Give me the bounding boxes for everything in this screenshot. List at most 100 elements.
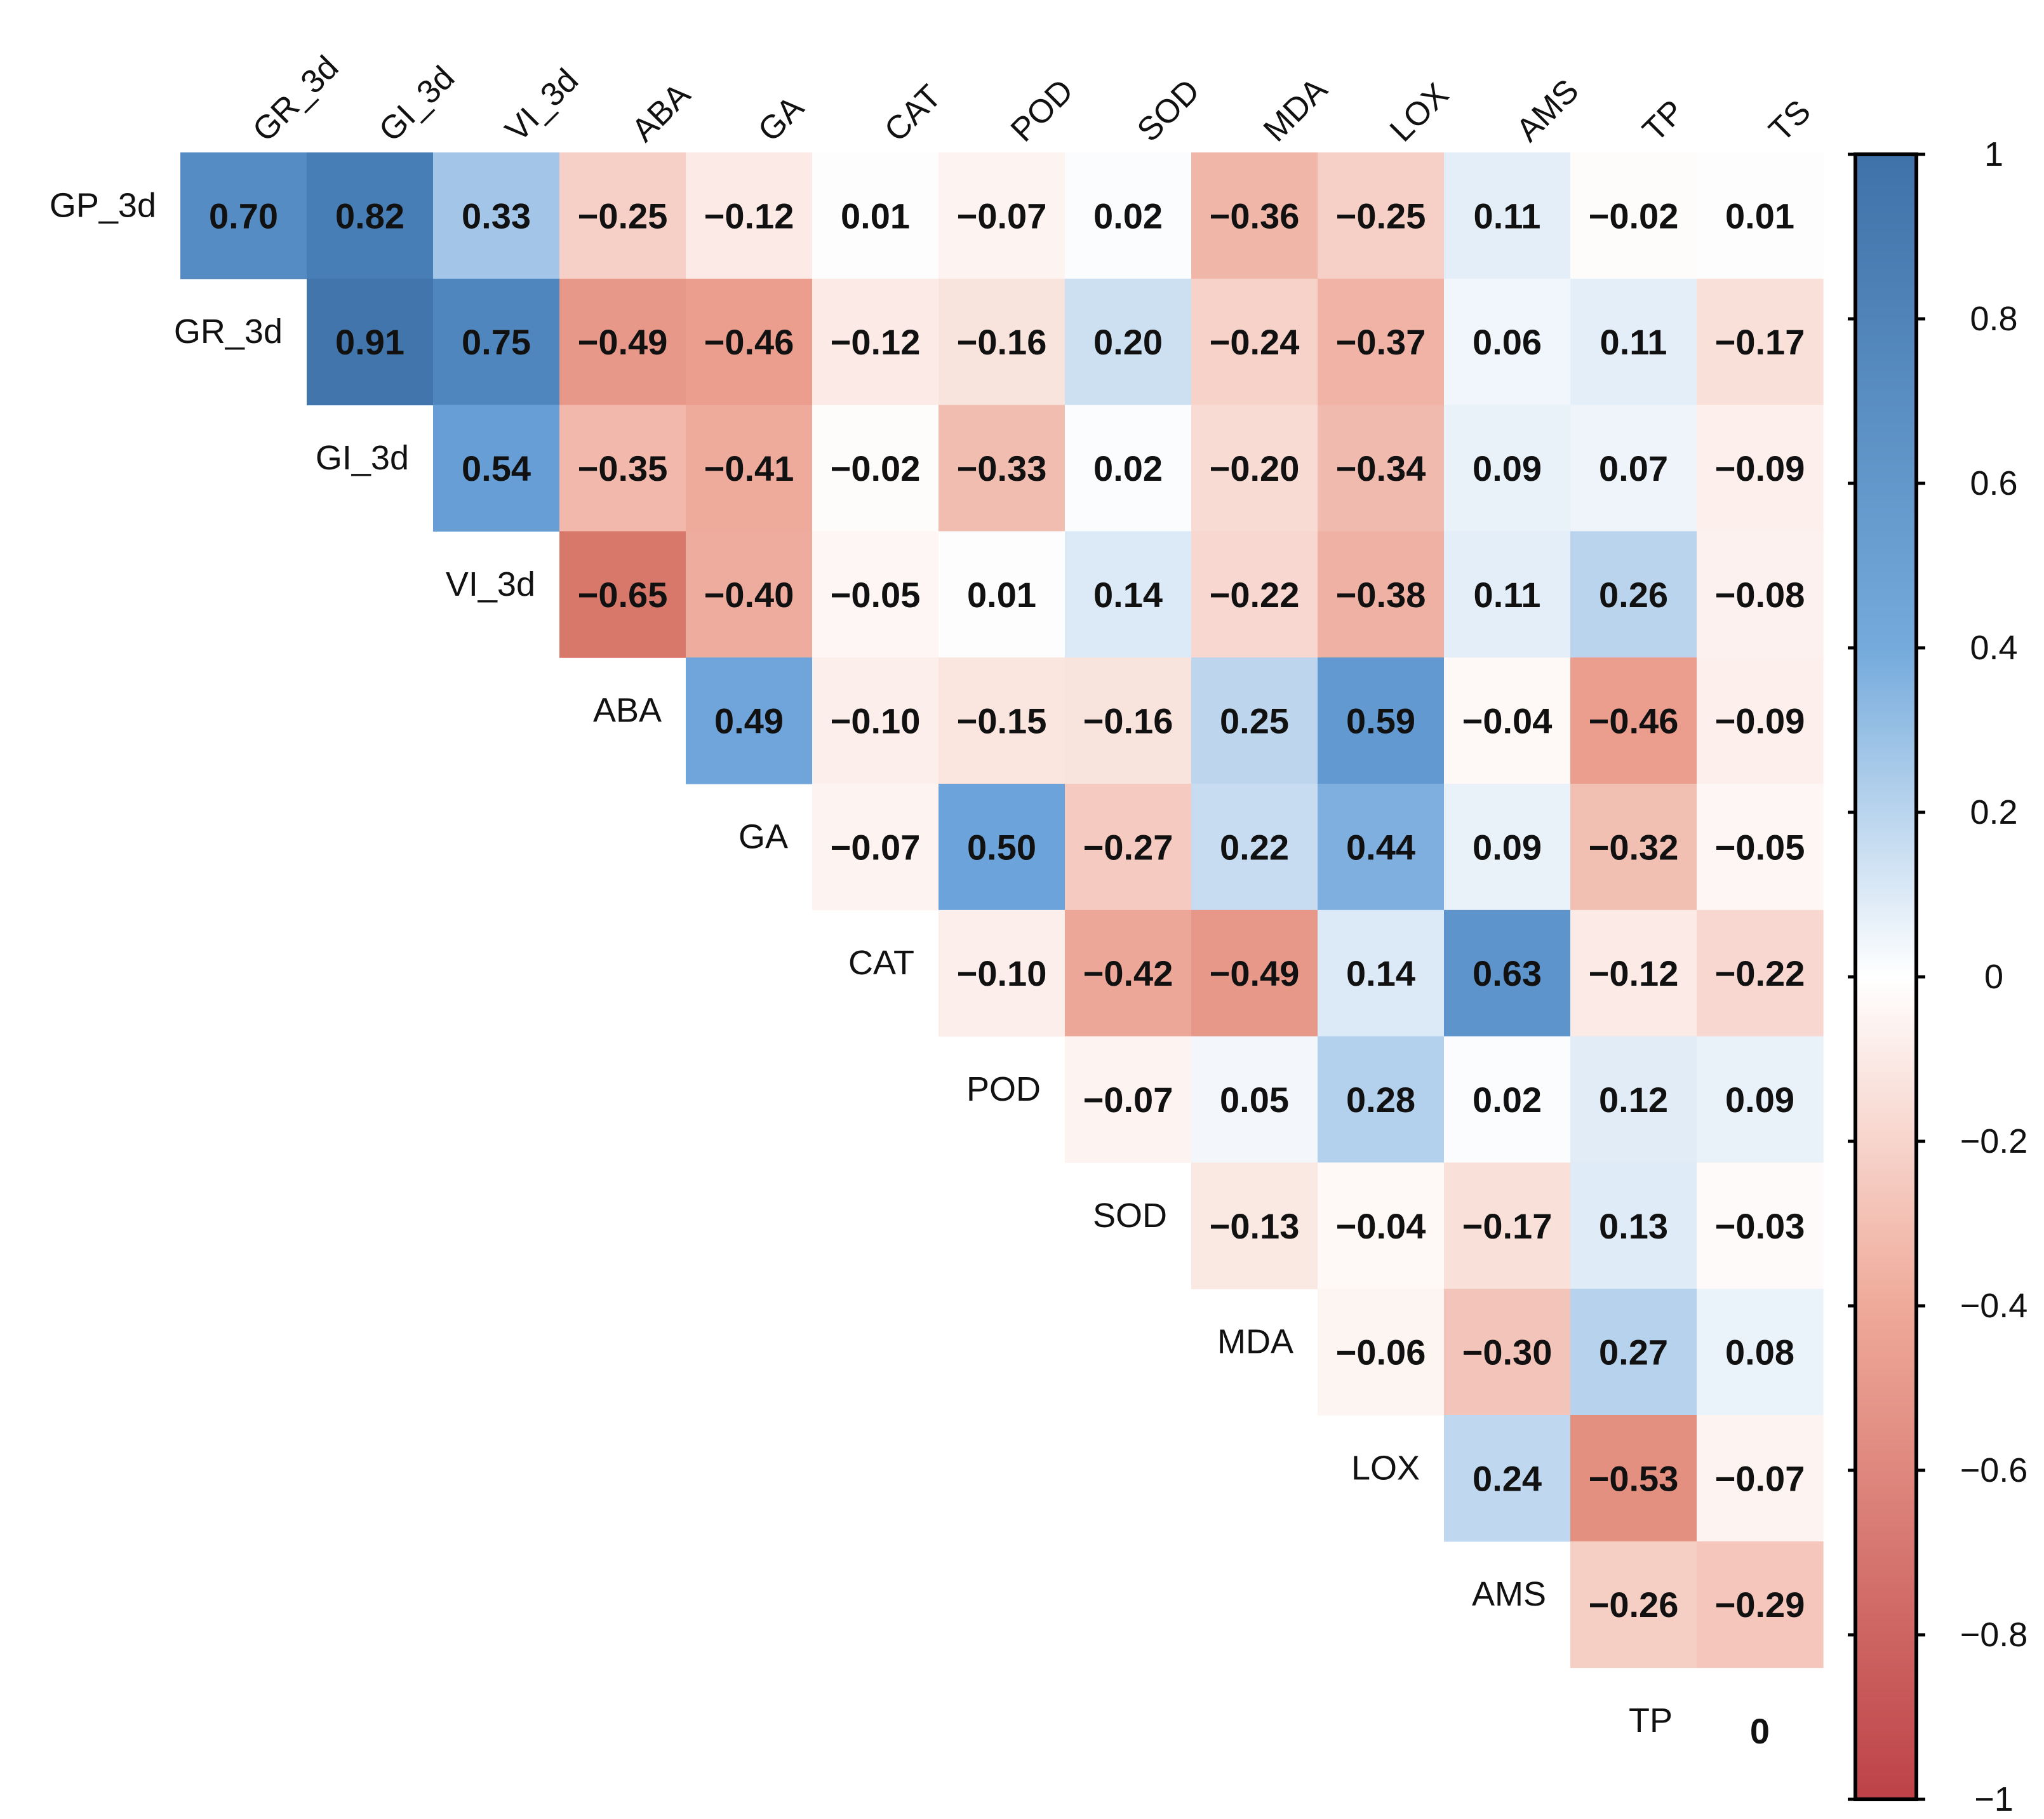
heatmap-cell-POD-TP [1570, 1036, 1697, 1163]
cell-value-LOX-TS: −0.07 [1715, 1458, 1805, 1498]
heatmap-cell-GP_3d-POD [939, 152, 1065, 279]
cell-value-GP_3d-SOD: 0.02 [1093, 196, 1163, 236]
heatmap-cell-MDA-LOX [1318, 1289, 1445, 1416]
cell-value-LOX-TP: −0.53 [1589, 1458, 1679, 1498]
heatmap-cell-VI_3d-AMS [1444, 531, 1571, 658]
cell-value-GI_3d-TS: −0.09 [1715, 448, 1805, 488]
cell-value-VI_3d-AMS: 0.11 [1474, 575, 1541, 615]
cell-value-LOX-AMS: 0.24 [1473, 1458, 1542, 1498]
cell-value-GP_3d-CAT: 0.01 [841, 196, 910, 236]
heatmap-cell-VI_3d-CAT [812, 531, 939, 658]
cell-value-GA-TS: −0.05 [1715, 827, 1805, 867]
row-label-MDA: MDA [1217, 1323, 1293, 1361]
cell-value-POD-LOX: 0.28 [1346, 1080, 1415, 1120]
col-label-TP: TP [1636, 93, 1692, 149]
cell-value-ABA-TS: −0.09 [1715, 701, 1805, 741]
heatmap-cell-GR_3d-POD [939, 278, 1065, 406]
cell-value-POD-TS: 0.09 [1725, 1080, 1794, 1120]
cell-value-VI_3d-CAT: −0.05 [831, 575, 921, 615]
col-label-CAT: CAT [878, 78, 949, 149]
cell-value-POD-AMS: 0.02 [1473, 1080, 1542, 1120]
cell-value-GP_3d-LOX: −0.25 [1336, 196, 1426, 236]
cell-value-GI_3d-ABA: −0.35 [578, 448, 668, 488]
heatmap-cell-VI_3d-SOD [1065, 531, 1192, 658]
cell-value-GA-TP: −0.32 [1589, 827, 1679, 867]
col-label-SOD: SOD [1130, 72, 1207, 149]
heatmap-cell-CAT-POD [939, 910, 1065, 1037]
cell-value-GI_3d-VI_3d: 0.54 [462, 448, 531, 488]
cell-value-SOD-AMS: −0.17 [1462, 1206, 1553, 1246]
cell-value-POD-MDA: 0.05 [1220, 1080, 1289, 1120]
heatmap-cell-GI_3d-SOD [1065, 405, 1192, 532]
heatmap-cell-GA-CAT [812, 784, 939, 911]
heatmap-cell-GR_3d-LOX [1318, 278, 1445, 406]
heatmap-cell-GR_3d-VI_3d [433, 278, 560, 406]
row-label-GP_3d: GP_3d [50, 186, 156, 224]
cell-value-GR_3d-AMS: 0.06 [1473, 322, 1542, 362]
cell-value-GI_3d-SOD: 0.02 [1093, 448, 1163, 488]
heatmap-cell-GR_3d-TS [1697, 278, 1824, 406]
heatmap-cell-ABA-SOD [1065, 657, 1192, 784]
heatmap-cell-POD-LOX [1318, 1036, 1445, 1163]
cell-value-GI_3d-CAT: −0.02 [831, 448, 921, 488]
heatmap-cell-POD-AMS [1444, 1036, 1571, 1163]
cell-value-VI_3d-ABA: −0.65 [578, 575, 668, 615]
heatmap-cell-ABA-POD [939, 657, 1065, 784]
cell-value-GR_3d-ABA: −0.49 [578, 322, 668, 362]
cell-value-VI_3d-MDA: −0.22 [1210, 575, 1300, 615]
cell-value-POD-SOD: −0.07 [1083, 1080, 1173, 1120]
heatmap-cell-ABA-LOX [1318, 657, 1445, 784]
col-label-MDA: MDA [1257, 71, 1335, 149]
colorbar-tick-label-10: −1 [1974, 1780, 2014, 1818]
cell-value-SOD-TS: −0.03 [1715, 1206, 1805, 1246]
heatmap-cell-GI_3d-CAT [812, 405, 939, 532]
colorbar-tick-label-9: −0.8 [1960, 1616, 2028, 1654]
heatmap-cell-GA-LOX [1318, 784, 1445, 911]
row-label-VI_3d: VI_3d [446, 565, 535, 603]
cell-value-SOD-TP: 0.13 [1599, 1206, 1668, 1246]
cell-value-AMS-TP: −0.26 [1589, 1585, 1679, 1625]
cell-value-GA-CAT: −0.07 [831, 827, 921, 867]
heatmap-cell-GR_3d-CAT [812, 278, 939, 406]
heatmap-cell-LOX-TP [1570, 1415, 1697, 1542]
cell-value-GP_3d-MDA: −0.36 [1210, 196, 1300, 236]
heatmap-cell-SOD-TP [1570, 1162, 1697, 1289]
cell-value-GI_3d-MDA: −0.20 [1210, 448, 1300, 488]
heatmap-cell-ABA-AMS [1444, 657, 1571, 784]
heatmap-cell-GR_3d-MDA [1191, 278, 1318, 406]
heatmap-cell-GI_3d-MDA [1191, 405, 1318, 532]
cell-value-POD-TP: 0.12 [1599, 1080, 1668, 1120]
heatmap-cell-POD-SOD [1065, 1036, 1192, 1163]
cell-value-GA-SOD: −0.27 [1083, 827, 1173, 867]
cell-value-GR_3d-POD: −0.16 [957, 322, 1047, 362]
heatmap-cell-GI_3d-POD [939, 405, 1065, 532]
cell-value-ABA-GA: 0.49 [714, 701, 784, 741]
cell-value-VI_3d-POD: 0.01 [967, 575, 1036, 615]
col-label-ABA: ABA [625, 76, 698, 149]
heatmap-cell-GR_3d-ABA [559, 278, 686, 406]
heatmap-cell-GI_3d-GA [686, 405, 813, 532]
heatmap-cells [180, 152, 1824, 1668]
heatmap-cell-POD-TS [1697, 1036, 1824, 1163]
col-label-POD: POD [1004, 72, 1081, 149]
heatmap-value-labels: 0.70 0.82 0.33 −0.25 −0.12 0.01 −0.07 0.02 −0.36… [209, 196, 1805, 1751]
heatmap-cell-CAT-SOD [1065, 910, 1192, 1037]
col-label-TS: TS [1762, 93, 1818, 149]
cell-value-ABA-TP: −0.46 [1589, 701, 1679, 741]
cell-value-CAT-TP: −0.12 [1589, 953, 1679, 993]
heatmap-cell-GA-TS [1697, 784, 1824, 911]
heatmap-cell-VI_3d-TP [1570, 531, 1697, 658]
heatmap-cell-GA-AMS [1444, 784, 1571, 911]
cell-value-GR_3d-GA: −0.46 [704, 322, 794, 362]
cell-value-MDA-TP: 0.27 [1599, 1332, 1668, 1373]
heatmap-cell-ABA-GA [686, 657, 813, 784]
cell-value-GI_3d-GA: −0.41 [704, 448, 794, 488]
heatmap-cell-GP_3d-TP [1570, 152, 1697, 279]
heatmap-cell-GP_3d-TS [1697, 152, 1824, 279]
heatmap-cell-GP_3d-MDA [1191, 152, 1318, 279]
col-label-VI_3d: VI_3d [498, 62, 585, 149]
colorbar-tick-label-5: 0 [1984, 958, 2003, 996]
cell-value-TP-TS: 0 [1750, 1711, 1770, 1751]
colorbar-tick-label-6: −0.2 [1960, 1122, 2028, 1160]
cell-value-GI_3d-AMS: 0.09 [1473, 448, 1542, 488]
